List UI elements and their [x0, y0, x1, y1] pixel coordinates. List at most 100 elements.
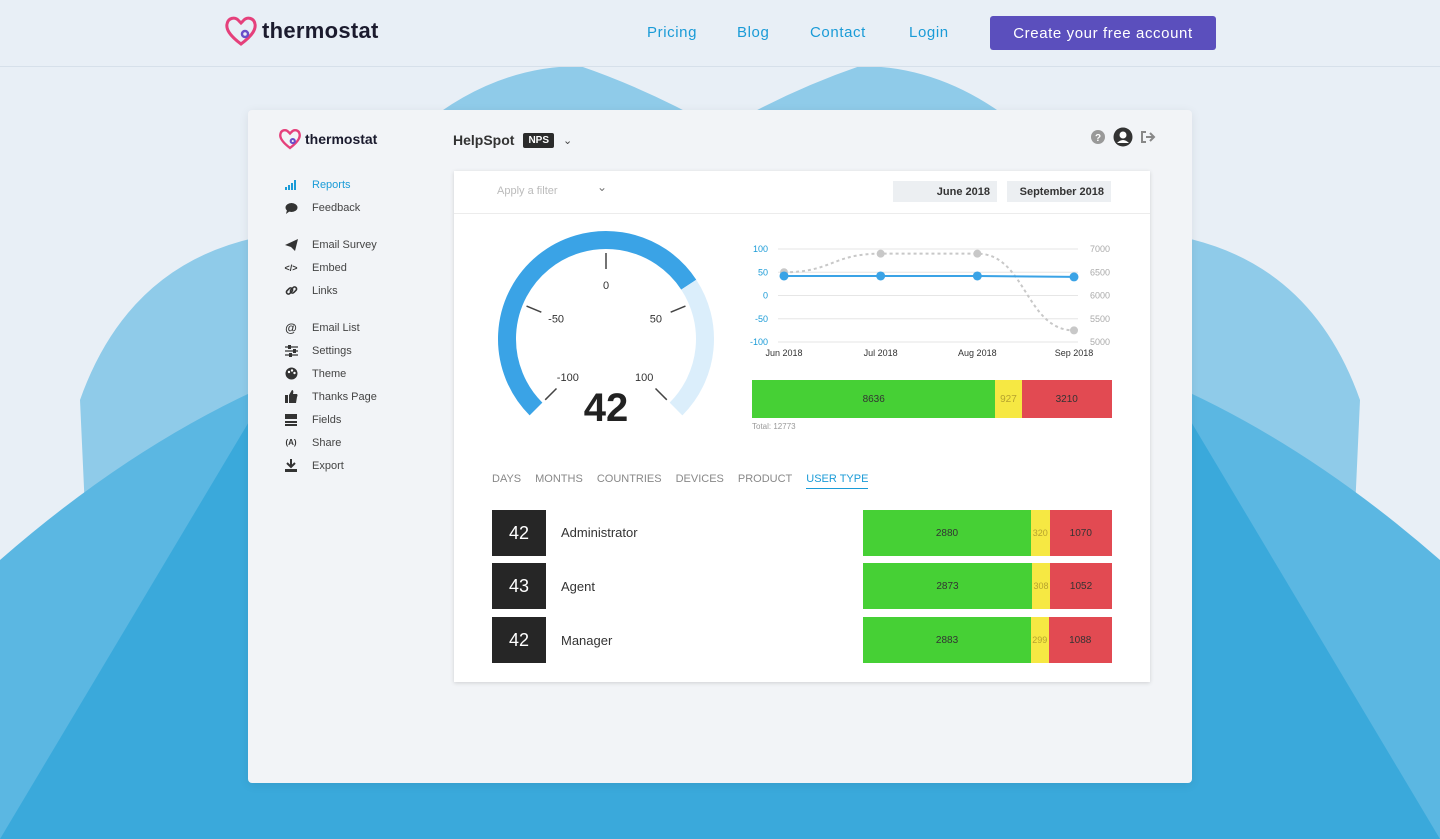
- responses-point: [973, 249, 982, 258]
- nav-blog[interactable]: Blog: [737, 24, 770, 41]
- x-axis-tick: Aug 2018: [958, 348, 997, 358]
- tab-devices[interactable]: DEVICES: [675, 473, 724, 485]
- sidebar: Reports Feedback Email Survey </> Embed …: [284, 173, 444, 477]
- promoters-segment: 2883: [863, 617, 1032, 663]
- sidebar-item-label: Export: [312, 459, 344, 472]
- nps-point: [1069, 272, 1079, 282]
- tab-months[interactable]: MONTHS: [535, 473, 583, 485]
- sidebar-item-label: Embed: [312, 261, 347, 274]
- sidebar-item-label: Feedback: [312, 201, 361, 214]
- report-panel: Apply a filter ⌄ June 2018 September 201…: [454, 171, 1150, 682]
- gauge-tick: [670, 305, 686, 313]
- chevron-down-icon[interactable]: ⌄: [597, 180, 608, 194]
- row-label: Agent: [561, 579, 595, 594]
- sidebar-item-fields[interactable]: Fields: [284, 408, 444, 431]
- logout-icon[interactable]: [1140, 129, 1156, 145]
- site-logo-text: thermostat: [262, 18, 379, 43]
- row-score: 42: [492, 510, 546, 556]
- project-name: HelpSpot: [453, 132, 515, 148]
- sidebar-item-label: Reports: [312, 178, 351, 191]
- x-axis-tick: Jun 2018: [765, 348, 802, 358]
- row-bar: 2880 320 1070: [863, 510, 1112, 556]
- filter-bar: Apply a filter ⌄ June 2018 September 201…: [454, 171, 1150, 214]
- responses-point: [876, 249, 885, 258]
- left-axis-tick: 50: [758, 267, 768, 277]
- sidebar-item-label: Thanks Page: [312, 390, 377, 403]
- chevron-down-icon: ⌄: [563, 134, 573, 147]
- promoters-segment: 8636: [752, 380, 996, 418]
- nav-pricing[interactable]: Pricing: [647, 24, 698, 41]
- help-icon[interactable]: ?: [1090, 129, 1106, 145]
- download-icon: [284, 459, 298, 473]
- gauge-tick: [526, 305, 542, 313]
- nps-badge: NPS: [523, 132, 555, 148]
- sidebar-item-theme[interactable]: Theme: [284, 362, 444, 385]
- left-axis-tick: -100: [750, 337, 768, 347]
- sidebar-item-embed[interactable]: </> Embed: [284, 256, 444, 279]
- total-count: Total: 12773: [752, 422, 796, 431]
- passives-segment: 320: [1030, 510, 1050, 556]
- filter-input[interactable]: Apply a filter: [497, 185, 558, 197]
- project-selector[interactable]: HelpSpot NPS ⌄: [453, 132, 572, 148]
- segment-tabs: DAYS MONTHS COUNTRIES DEVICES PRODUCT US…: [492, 473, 869, 489]
- nav-login[interactable]: Login: [909, 24, 949, 41]
- tab-user-type[interactable]: USER TYPE: [806, 473, 869, 489]
- tab-product[interactable]: PRODUCT: [737, 473, 793, 485]
- nav-contact[interactable]: Contact: [810, 24, 866, 41]
- row-score: 43: [492, 563, 546, 609]
- date-from-button[interactable]: June 2018: [893, 181, 997, 202]
- nps-point: [779, 271, 789, 281]
- detractors-segment: 1052: [1050, 563, 1112, 609]
- sidebar-item-feedback[interactable]: Feedback: [284, 196, 444, 219]
- promoters-segment: 2873: [863, 563, 1032, 609]
- right-axis-tick: 6500: [1090, 267, 1110, 277]
- gauge-value: 42: [583, 386, 629, 430]
- sidebar-item-thanks-page[interactable]: Thanks Page: [284, 385, 444, 408]
- create-account-button[interactable]: Create your free account: [990, 16, 1216, 50]
- date-to-button[interactable]: September 2018: [1007, 181, 1111, 202]
- broadcast-icon: (A): [285, 438, 297, 447]
- responses-point: [1070, 326, 1078, 335]
- gauge-tick-label: 0: [603, 280, 609, 292]
- sidebar-item-settings[interactable]: Settings: [284, 339, 444, 362]
- nps-gauge: -100 -50 0 50 100: [498, 231, 714, 416]
- thumbs-up-icon: [284, 390, 298, 404]
- sidebar-item-reports[interactable]: Reports: [284, 173, 444, 196]
- promoters-segment: 2880: [863, 510, 1031, 556]
- user-avatar-icon[interactable]: [1113, 127, 1133, 147]
- palette-icon: [284, 367, 298, 381]
- sidebar-item-share[interactable]: (A) Share: [284, 431, 444, 454]
- x-axis-tick: Jul 2018: [864, 348, 898, 358]
- code-icon: </>: [284, 262, 298, 273]
- sidebar-item-links[interactable]: Links: [284, 279, 444, 302]
- sidebar-item-label: Email List: [312, 321, 360, 334]
- sidebar-item-label: Theme: [312, 367, 347, 380]
- gauge-tick-label: -50: [548, 313, 564, 325]
- responses-series-line: [783, 252, 1075, 332]
- right-axis-tick: 7000: [1090, 244, 1110, 254]
- left-axis-tick: -50: [755, 314, 768, 324]
- left-axis-tick: 0: [763, 291, 768, 301]
- tab-days[interactable]: DAYS: [492, 473, 522, 485]
- at-sign-icon: @: [285, 320, 297, 335]
- svg-text:?: ?: [1095, 133, 1101, 144]
- row-label: Administrator: [561, 525, 638, 540]
- nps-series-line: [784, 274, 1075, 278]
- sidebar-item-label: Fields: [312, 413, 342, 426]
- link-icon: [284, 284, 298, 298]
- passives-segment: 308: [1032, 563, 1051, 609]
- row-bar: 2873 308 1052: [863, 563, 1112, 609]
- row-score: 42: [492, 617, 546, 663]
- sidebar-item-email-list[interactable]: @ Email List: [284, 316, 444, 339]
- sidebar-item-export[interactable]: Export: [284, 454, 444, 477]
- sidebar-item-label: Settings: [312, 344, 352, 357]
- row-bar: 2883 299 1088: [863, 617, 1112, 663]
- gauge-tick-label: 100: [635, 372, 653, 384]
- top-icons: ?: [1090, 127, 1156, 147]
- app-logo: thermostat: [278, 128, 377, 150]
- bar-chart-icon: [284, 178, 298, 192]
- trend-line-chart: 100 7000 50 6500 0 6000 -50 5500 -100 5000 Jun 201…: [750, 244, 1110, 358]
- tab-countries[interactable]: COUNTRIES: [596, 473, 662, 485]
- site-logo[interactable]: thermostat: [224, 15, 379, 47]
- sidebar-item-email-survey[interactable]: Email Survey: [284, 233, 444, 256]
